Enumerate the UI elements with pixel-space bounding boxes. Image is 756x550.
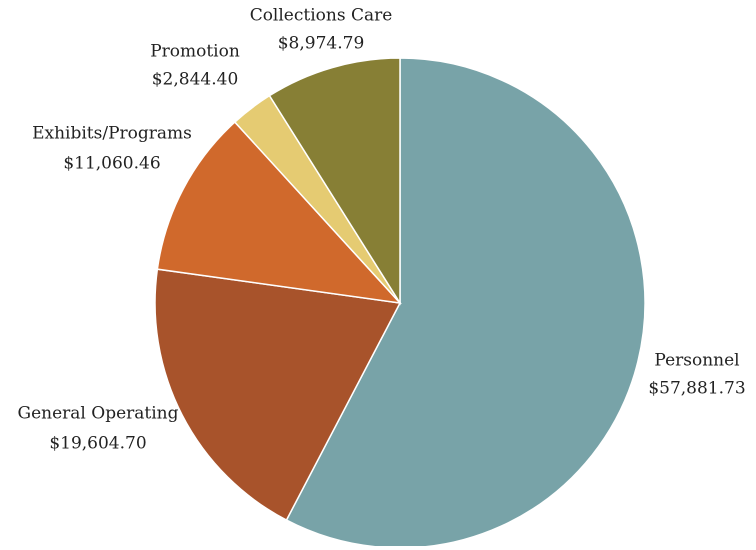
slice-label-exhibits-programs: Exhibits/Programs <box>32 124 192 144</box>
slice-value-collections-care: $8,974.79 <box>278 34 365 54</box>
slices-layer <box>154 57 646 549</box>
slice-value-exhibits-programs: $11,060.46 <box>63 154 160 174</box>
slice-label-promotion: Promotion <box>150 42 240 62</box>
pie-slice-general-operating <box>154 268 402 522</box>
slice-value-personnel: $57,881.73 <box>648 379 745 399</box>
slice-label-personnel: Personnel <box>654 351 739 371</box>
pie-slice-collections-care <box>268 57 401 306</box>
slice-label-general-operating: General Operating <box>18 404 179 424</box>
slice-value-promotion: $2,844.40 <box>152 70 239 90</box>
slice-label-collections-care: Collections Care <box>250 6 393 26</box>
pie-slice-exhibits-programs <box>156 121 402 305</box>
slice-value-general-operating: $19,604.70 <box>49 434 146 454</box>
labels-layer: Personnel $57,881.73 General Operating $19,… <box>18 6 746 454</box>
